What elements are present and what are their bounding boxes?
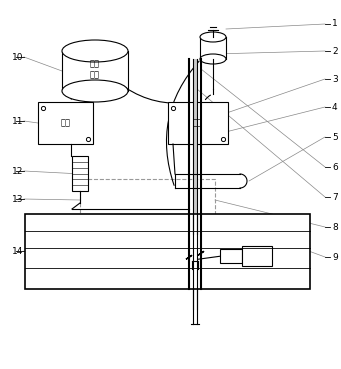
Bar [38, 102, 93, 144]
Bar [168, 102, 228, 144]
Ellipse shape [200, 54, 226, 64]
Bar [242, 246, 272, 266]
Bar [25, 214, 310, 289]
Ellipse shape [62, 40, 128, 62]
Text: 14: 14 [12, 246, 24, 255]
Bar [220, 249, 242, 263]
Text: 10: 10 [12, 52, 24, 62]
Text: 采集
电源: 采集 电源 [90, 59, 100, 79]
Text: 6: 6 [332, 162, 338, 172]
Text: 2: 2 [332, 46, 338, 55]
Polygon shape [200, 37, 226, 59]
Text: 9: 9 [332, 252, 338, 262]
Ellipse shape [200, 32, 226, 42]
Polygon shape [62, 51, 128, 91]
Ellipse shape [62, 80, 128, 102]
Text: 5: 5 [332, 132, 338, 141]
Text: 1: 1 [332, 20, 338, 28]
Bar [80, 179, 215, 221]
Bar [193, 59, 197, 234]
Text: 12: 12 [12, 166, 24, 176]
Polygon shape [186, 255, 192, 259]
Bar [72, 156, 88, 191]
Text: 气泵: 气泵 [193, 118, 203, 128]
Text: 8: 8 [332, 223, 338, 231]
Text: 4: 4 [332, 103, 338, 111]
Text: 3: 3 [332, 75, 338, 83]
Text: 11: 11 [12, 117, 24, 125]
Text: 7: 7 [332, 193, 338, 201]
Text: 13: 13 [12, 194, 24, 203]
Polygon shape [198, 251, 204, 255]
Text: 气泵: 气泵 [60, 118, 71, 128]
